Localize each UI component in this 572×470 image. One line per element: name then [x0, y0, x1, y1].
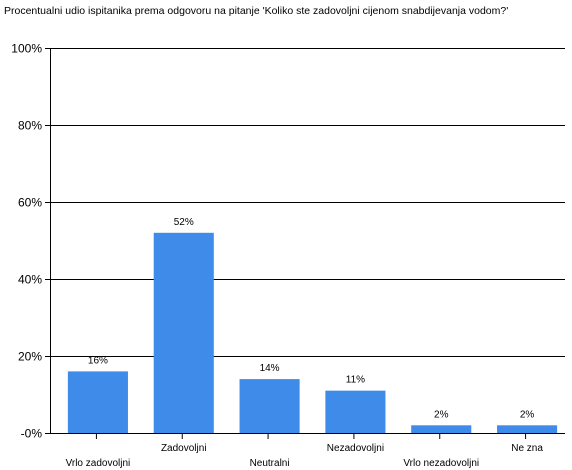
chart-title: Procentualni udio ispitanika prema odgov… [4, 5, 509, 17]
y-tick-label: 40% [18, 273, 42, 287]
y-tick-label: -0% [21, 427, 43, 441]
x-category-label: Ne zna [511, 443, 543, 454]
bar[interactable] [497, 425, 558, 433]
x-category-label: Vrlo nezadovoljni [403, 458, 479, 469]
y-tick-label: 100% [11, 42, 42, 56]
bar[interactable] [153, 232, 214, 433]
y-tick-label: 60% [18, 196, 42, 210]
x-category-label: Neutralni [250, 458, 290, 469]
bar[interactable] [239, 379, 300, 433]
data-label: 16% [88, 355, 108, 366]
data-label: 2% [520, 409, 535, 420]
data-label: 52% [174, 217, 194, 228]
bar[interactable] [411, 425, 472, 433]
y-tick-label: 20% [18, 350, 42, 364]
bar[interactable] [67, 371, 128, 433]
bar[interactable] [325, 390, 386, 433]
y-tick-label: 80% [18, 119, 42, 133]
data-label: 2% [434, 409, 449, 420]
x-category-label: Vrlo zadovoljni [66, 458, 131, 469]
data-label: 14% [260, 363, 280, 374]
x-category-label: Nezadovoljni [327, 443, 384, 454]
x-category-label: Zadovoljni [161, 443, 207, 454]
data-label: 11% [346, 375, 365, 386]
